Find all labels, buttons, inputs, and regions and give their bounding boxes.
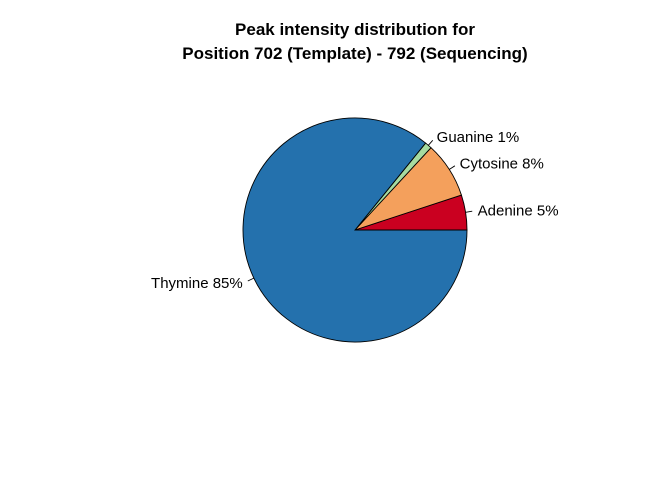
- slice-label-thymine: Thymine 85%: [151, 275, 243, 292]
- leader-line-guanine: [428, 139, 434, 146]
- leader-lines: [247, 139, 473, 282]
- pie-slices: [242, 117, 468, 343]
- chart-title-line-2: Position 702 (Template) - 792 (Sequencin…: [182, 44, 527, 63]
- slice-label-guanine: Guanine 1%: [437, 129, 520, 146]
- leader-line-adenine: [465, 210, 473, 213]
- leader-line-thymine: [247, 277, 255, 282]
- slice-labels: Adenine 5% Cytosine 8% Guanine 1% Thymine 8…: [151, 129, 559, 292]
- slice-label-adenine: Adenine 5%: [478, 203, 559, 220]
- pie-slice-thymine: [242, 117, 468, 343]
- chart-title-line-1: Peak intensity distribution for: [235, 20, 475, 39]
- leader-line-cytosine: [448, 165, 456, 170]
- slice-label-cytosine: Cytosine 8%: [460, 155, 544, 172]
